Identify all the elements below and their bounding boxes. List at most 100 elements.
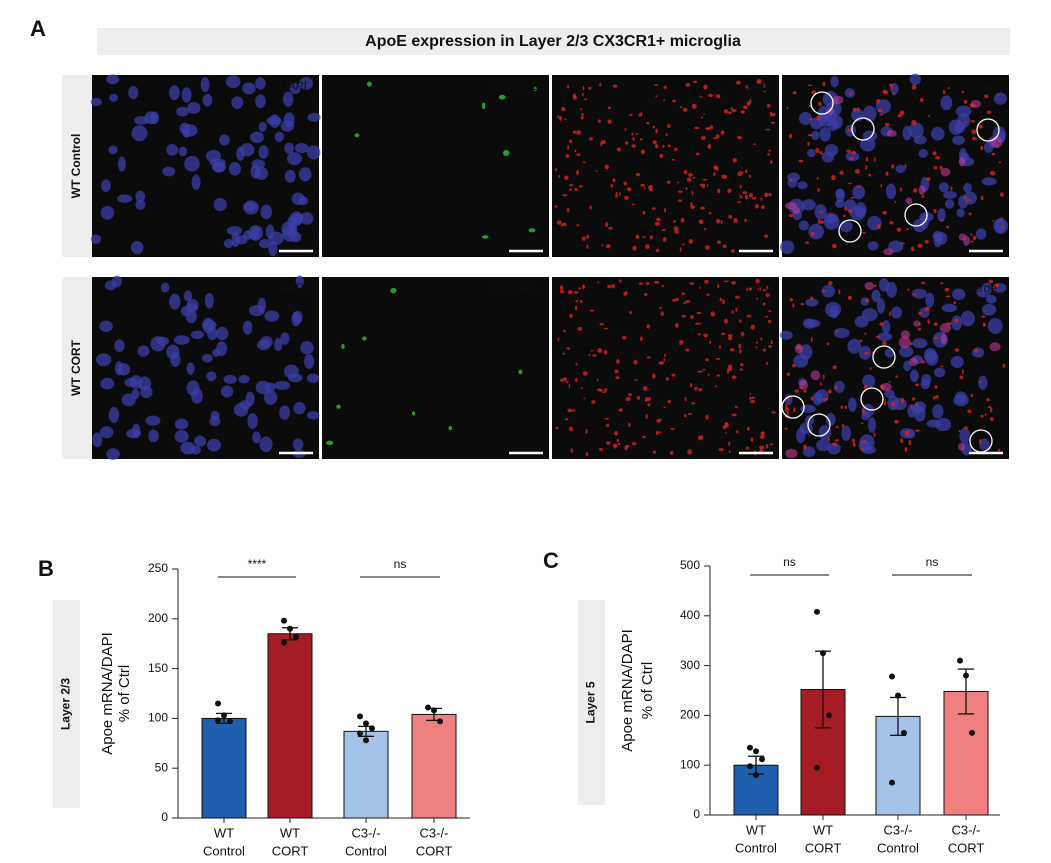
cell xyxy=(605,441,611,445)
image-panel xyxy=(552,75,779,257)
cell xyxy=(366,81,372,87)
cell xyxy=(231,231,240,248)
cell xyxy=(722,174,727,180)
cell xyxy=(701,183,706,189)
cell xyxy=(635,234,640,239)
cell xyxy=(762,348,767,352)
cell xyxy=(144,111,158,125)
cell xyxy=(927,319,930,325)
cell xyxy=(665,376,669,381)
cell xyxy=(559,289,564,294)
cell xyxy=(482,235,489,239)
cell xyxy=(770,121,776,124)
cell xyxy=(970,99,981,108)
cell xyxy=(817,187,820,193)
cell xyxy=(945,295,951,298)
cell xyxy=(833,327,850,339)
cell xyxy=(614,445,616,449)
cell xyxy=(390,287,397,294)
cell xyxy=(739,319,742,323)
cell xyxy=(978,380,982,383)
cell xyxy=(958,156,966,167)
cell xyxy=(677,181,679,184)
data-point xyxy=(957,657,963,664)
cell xyxy=(954,348,960,352)
microglia-marker xyxy=(976,118,1000,142)
cell xyxy=(799,379,808,390)
cell xyxy=(698,219,704,225)
cell xyxy=(574,378,578,383)
cell xyxy=(862,232,866,234)
cell xyxy=(251,159,266,170)
cell xyxy=(705,414,709,420)
cell xyxy=(252,431,261,444)
image-content xyxy=(780,73,1009,256)
cell xyxy=(690,202,693,207)
cell xyxy=(904,430,910,436)
cell xyxy=(667,399,671,404)
cell xyxy=(786,372,791,376)
cell xyxy=(646,324,651,329)
cell xyxy=(963,195,967,199)
cell xyxy=(805,298,819,307)
cell xyxy=(202,320,217,331)
cell xyxy=(940,365,944,368)
cell xyxy=(981,282,992,296)
cell xyxy=(849,92,852,97)
cell xyxy=(912,293,917,296)
cell xyxy=(631,144,636,148)
data-point xyxy=(969,729,975,736)
cell xyxy=(794,343,803,354)
cell xyxy=(647,403,651,407)
cell xyxy=(748,174,752,178)
cell xyxy=(801,199,816,211)
cell xyxy=(810,296,813,301)
cell xyxy=(702,178,708,181)
cell xyxy=(968,212,972,216)
cell xyxy=(755,346,758,349)
x-tick-label: Control xyxy=(877,840,919,855)
cell xyxy=(699,322,702,325)
title-bar xyxy=(97,28,1010,55)
data-point xyxy=(215,700,221,707)
cell xyxy=(975,228,987,240)
cell xyxy=(633,359,638,365)
x-tick-label: Control xyxy=(735,840,777,855)
cell xyxy=(786,411,790,415)
cell xyxy=(898,336,911,349)
cell xyxy=(90,234,102,245)
cell xyxy=(981,303,997,316)
cell xyxy=(763,90,766,93)
cell xyxy=(92,432,103,448)
cell xyxy=(671,159,676,161)
cell xyxy=(978,375,988,390)
cell xyxy=(567,144,570,150)
cell xyxy=(707,143,712,150)
cell xyxy=(967,409,972,414)
cell xyxy=(258,121,267,132)
cell xyxy=(706,184,709,187)
cell xyxy=(822,290,826,293)
data-point xyxy=(363,737,369,744)
cell xyxy=(274,131,284,143)
cell xyxy=(768,344,772,348)
cell xyxy=(792,363,796,368)
cell xyxy=(623,195,629,200)
data-point xyxy=(747,744,753,751)
bar xyxy=(201,717,247,819)
cell xyxy=(292,310,303,324)
cell xyxy=(785,403,788,409)
cell xyxy=(722,425,727,430)
cell xyxy=(699,95,702,98)
cell xyxy=(942,89,946,95)
cell xyxy=(873,284,877,288)
cell xyxy=(885,171,889,177)
y-tick-label: 0 xyxy=(161,810,168,824)
data-point xyxy=(281,639,287,646)
cell xyxy=(644,397,648,403)
cell xyxy=(924,347,937,363)
cell xyxy=(779,330,793,340)
cell xyxy=(854,315,869,328)
cell xyxy=(683,301,687,305)
